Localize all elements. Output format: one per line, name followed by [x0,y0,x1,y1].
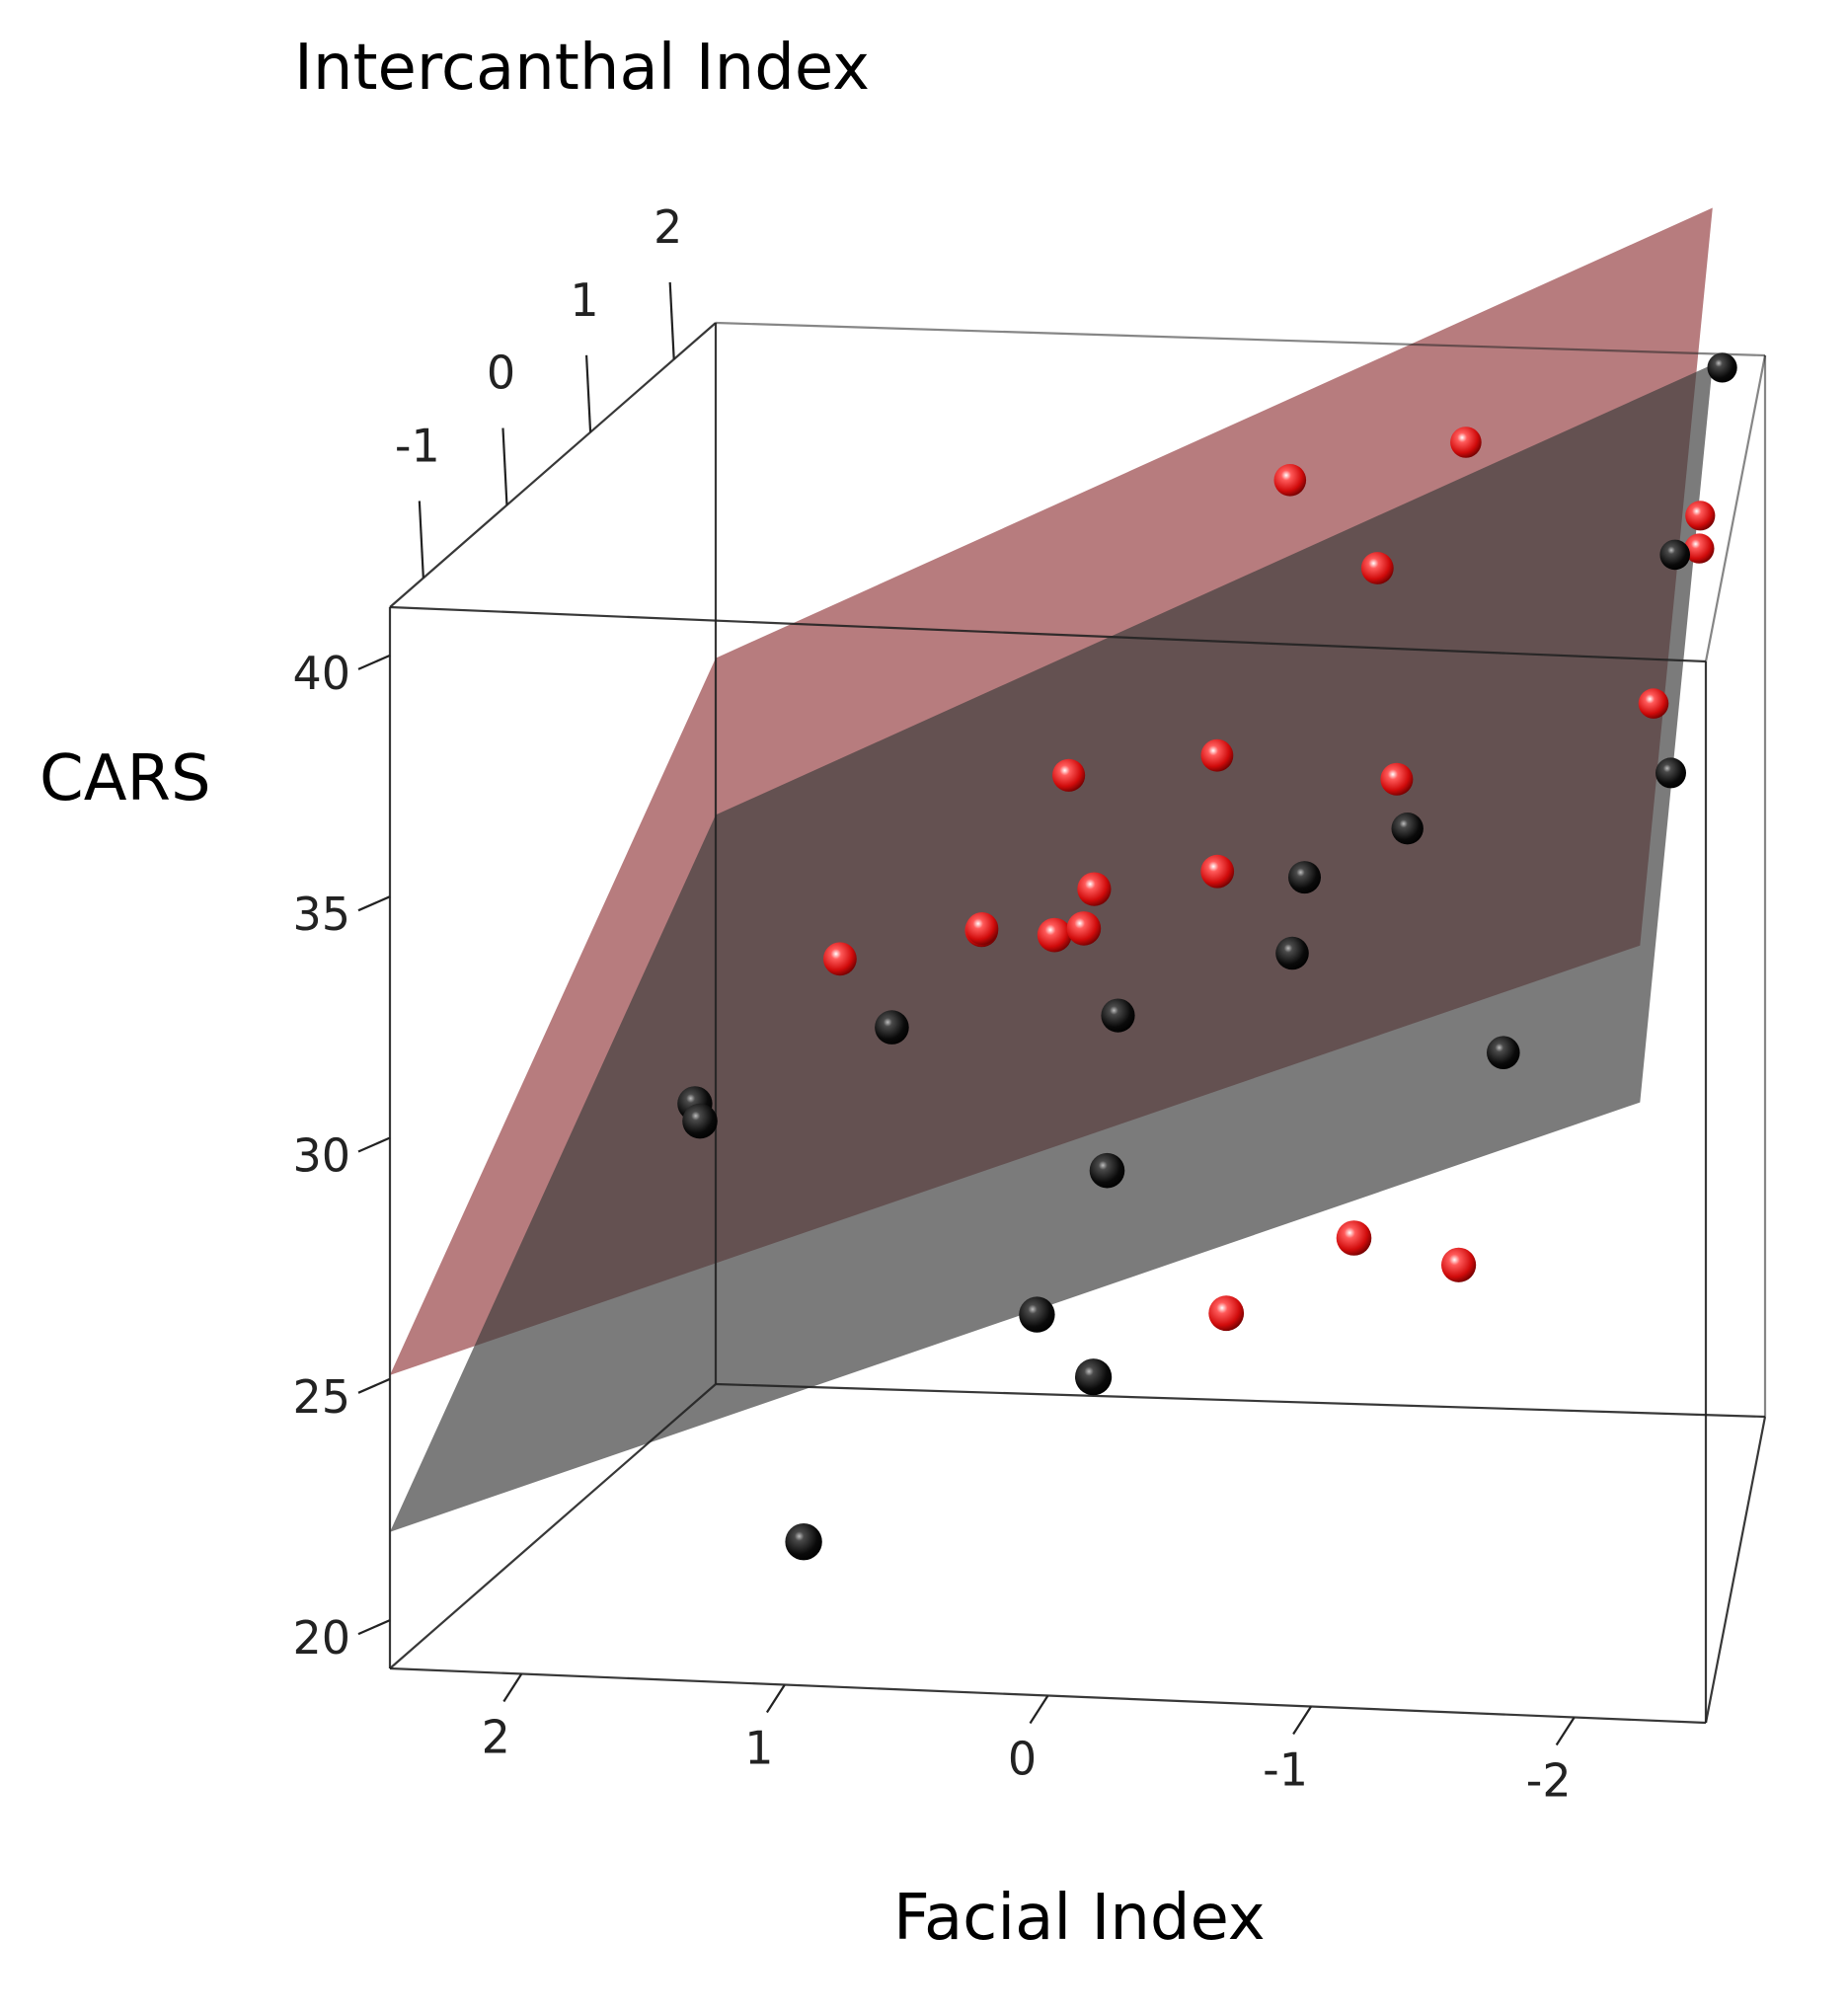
facial-tick-label: 1 [744,1722,773,1775]
box-edge [389,322,717,608]
facial-axis-title: Facial Index [893,1882,1266,1955]
cars-tick-mark [357,1136,391,1153]
red-data-point [1208,1295,1245,1332]
intercanthal-tick-label: -1 [395,419,440,472]
box-edge [389,1383,717,1669]
box-edge [1704,354,1767,662]
black-data-point [1487,1036,1520,1069]
black-data-point [1275,936,1309,970]
cars-tick-mark [357,1619,391,1636]
box-edge [715,1382,1766,1419]
facial-tick-label: -2 [1526,1754,1572,1808]
red-data-point [1441,1247,1477,1282]
red-data-point [1200,738,1234,772]
facial-tick-label: -1 [1263,1743,1308,1797]
red-data-point [1685,501,1716,531]
intercanthal-tick-mark [668,281,675,359]
intercanthal-tick-label: 1 [570,273,598,327]
box-edge [715,321,1766,357]
cars-tick-label: 30 [292,1129,350,1183]
facial-tick-label: 0 [1008,1733,1037,1786]
black-data-point [1019,1296,1055,1333]
red-data-point [965,912,999,945]
cars-tick-label: 20 [292,1611,350,1665]
black-data-point [1656,757,1686,789]
black-data-point [1288,861,1321,894]
intercanthal-tick-label: 2 [654,200,682,254]
facial-tick-label: 2 [482,1711,510,1764]
cars-tick-mark [357,1377,391,1394]
facial-tick-mark [765,1683,786,1714]
facial-tick-mark [1292,1705,1313,1736]
box-edge [1704,1416,1767,1724]
black-data-point [1089,1152,1125,1189]
cars-tick-label: 40 [292,647,350,700]
cars-tick-mark [357,654,391,670]
cars-tick-label: 25 [292,1370,350,1424]
black-data-point [682,1103,718,1139]
red-data-point [1066,911,1102,946]
black-data-point [875,1010,909,1045]
red-data-point [1450,426,1482,458]
intercanthal-tick-label: 0 [487,347,515,400]
data-points [677,352,1737,1561]
black-data-point [1391,813,1424,845]
red-data-point [1273,464,1307,497]
axis-box [388,321,1767,1725]
axis-ticks: 20 25 30 35 40 2 1 0 -1 -2 -1 0 1 2 [292,200,1576,1808]
box-edge [389,605,1707,663]
cars-axis-title: CARS [39,742,211,815]
black-data-point [1707,352,1737,383]
intercanthal-axis-title: Intercanthal Index [294,32,870,105]
cars-tick-label: 35 [292,888,350,941]
red-data-point [1037,917,1072,953]
red-data-point [823,942,857,976]
black-data-point [1101,998,1135,1033]
facial-tick-mark [1029,1694,1049,1725]
black-data-point [1075,1358,1113,1396]
black-data-point [785,1523,822,1561]
cars-tick-mark [357,895,391,912]
red-data-point [1077,872,1112,906]
red-data-point [1380,762,1414,796]
red-data-point [1684,533,1715,564]
facial-tick-mark [502,1672,523,1703]
intercanthal-tick-mark [584,354,592,432]
red-data-point [1360,552,1394,584]
intercanthal-tick-mark [501,427,508,505]
facial-tick-mark [1555,1716,1576,1746]
intercanthal-tick-mark [418,501,424,579]
black-data-point [1659,539,1690,571]
red-data-point [1638,688,1669,719]
red-data-point [1200,854,1235,889]
red-data-point [1052,758,1086,792]
red-data-point [1336,1220,1372,1256]
